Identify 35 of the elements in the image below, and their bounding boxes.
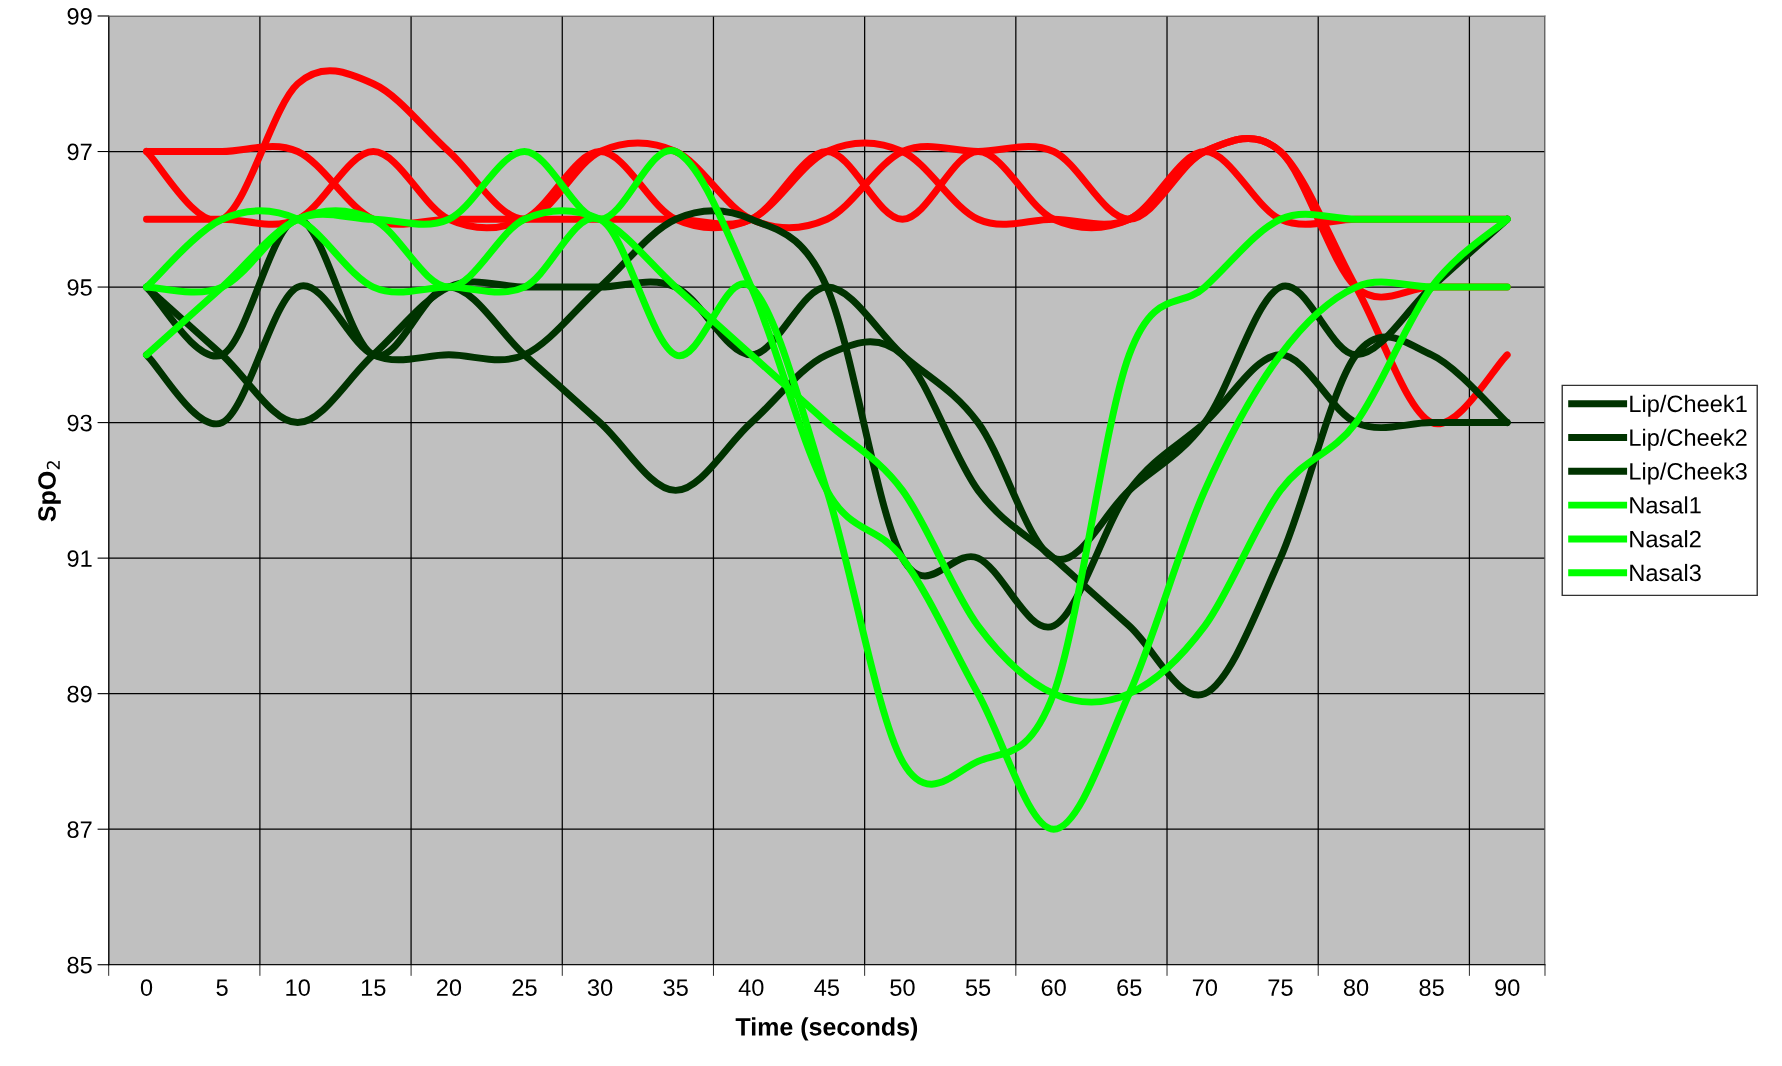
legend-label: Lip/Cheek1 xyxy=(1630,394,1747,417)
x-tick-label: 35 xyxy=(663,979,688,996)
x-tick-label: 50 xyxy=(890,979,915,996)
legend-label: Nasal3 xyxy=(1630,563,1701,582)
x-tick-label: 85 xyxy=(1419,979,1444,996)
y-tick-label: 91 xyxy=(67,550,92,567)
x-tick-label: 70 xyxy=(1192,979,1218,996)
y-tick-label: 99 xyxy=(67,8,92,25)
legend-label: Nasal2 xyxy=(1630,530,1701,548)
x-tick-label: 10 xyxy=(286,979,310,996)
x-tick-label: 30 xyxy=(587,979,613,996)
legend-label: Lip/Cheek3 xyxy=(1630,462,1747,485)
x-tick-label: 20 xyxy=(436,979,462,996)
x-tick-label: 65 xyxy=(1117,979,1142,996)
x-tick-label: 90 xyxy=(1495,979,1520,996)
y-tick-label: 93 xyxy=(67,414,92,432)
x-tick-label: 60 xyxy=(1041,979,1066,996)
x-tick-label: 15 xyxy=(361,979,386,996)
x-tick-label: 45 xyxy=(814,979,839,996)
y-tick-label: 87 xyxy=(67,821,92,838)
x-tick-label: 80 xyxy=(1343,979,1369,996)
legend-label: Nasal1 xyxy=(1630,496,1701,514)
y-axis-title: SpO$_{2}$ xyxy=(38,461,61,522)
x-tick-label: 0 xyxy=(140,979,153,996)
y-tick-label: 85 xyxy=(67,956,92,974)
y-tick-label: 95 xyxy=(67,279,92,296)
x-tick-label: 75 xyxy=(1268,979,1293,996)
y-tick-label: 97 xyxy=(67,143,92,161)
x-tick-label: 55 xyxy=(965,979,991,996)
x-tick-label: 5 xyxy=(216,979,228,996)
x-tick-label: 25 xyxy=(512,979,537,996)
x-axis-title: Time (seconds) xyxy=(735,1017,918,1041)
x-tick-label: 40 xyxy=(738,979,764,996)
legend-label: Lip/Cheek2 xyxy=(1630,428,1747,451)
y-tick-label: 89 xyxy=(67,685,92,703)
